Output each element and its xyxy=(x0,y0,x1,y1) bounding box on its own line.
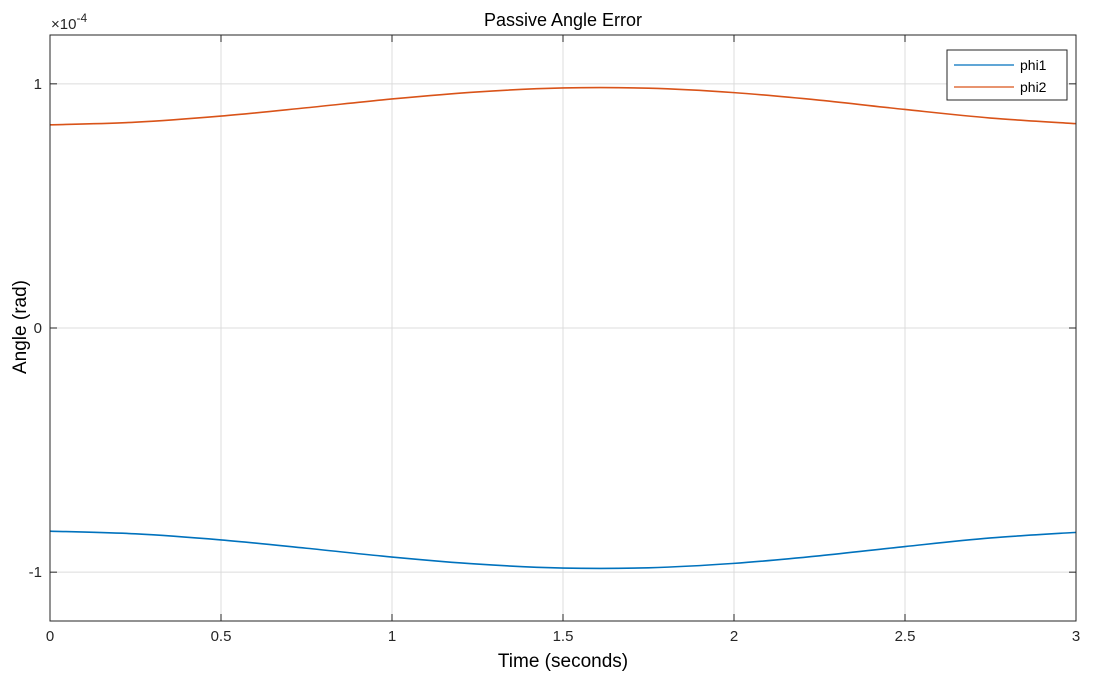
x-tick-label: 0 xyxy=(46,628,54,645)
x-tick-label: 2.5 xyxy=(895,628,916,645)
x-tick-label: 2 xyxy=(730,628,738,645)
y-tick-label: 0 xyxy=(34,320,42,337)
series-line-phi1 xyxy=(49,530,1077,570)
legend: phi1 phi2 xyxy=(946,49,1068,101)
chart-title: Passive Angle Error xyxy=(484,10,642,30)
x-tick-label: 1.5 xyxy=(553,628,574,645)
x-axis-label: Time (seconds) xyxy=(498,651,628,672)
series-layer xyxy=(49,86,1077,570)
legend-box xyxy=(946,49,1068,101)
x-tick-label: 1 xyxy=(388,628,396,645)
y-axis-label: Angle (rad) xyxy=(10,280,31,374)
y-axis-exponent: ×10-4 xyxy=(51,11,87,33)
tick-labels: 0 0.5 1 1.5 2 2.5 3 -1 0 1 xyxy=(29,76,1081,645)
legend-label-phi2: phi2 xyxy=(1020,79,1047,95)
ticks xyxy=(49,35,1077,621)
y-tick-label: 1 xyxy=(34,76,42,93)
series-line-phi2 xyxy=(49,86,1077,126)
legend-label-phi1: phi1 xyxy=(1020,57,1047,73)
exponent-power: -4 xyxy=(76,11,87,25)
x-tick-label: 0.5 xyxy=(211,628,232,645)
x-tick-label: 3 xyxy=(1072,628,1080,645)
y-tick-label: -1 xyxy=(29,564,42,581)
exponent-base: ×10 xyxy=(51,16,76,33)
